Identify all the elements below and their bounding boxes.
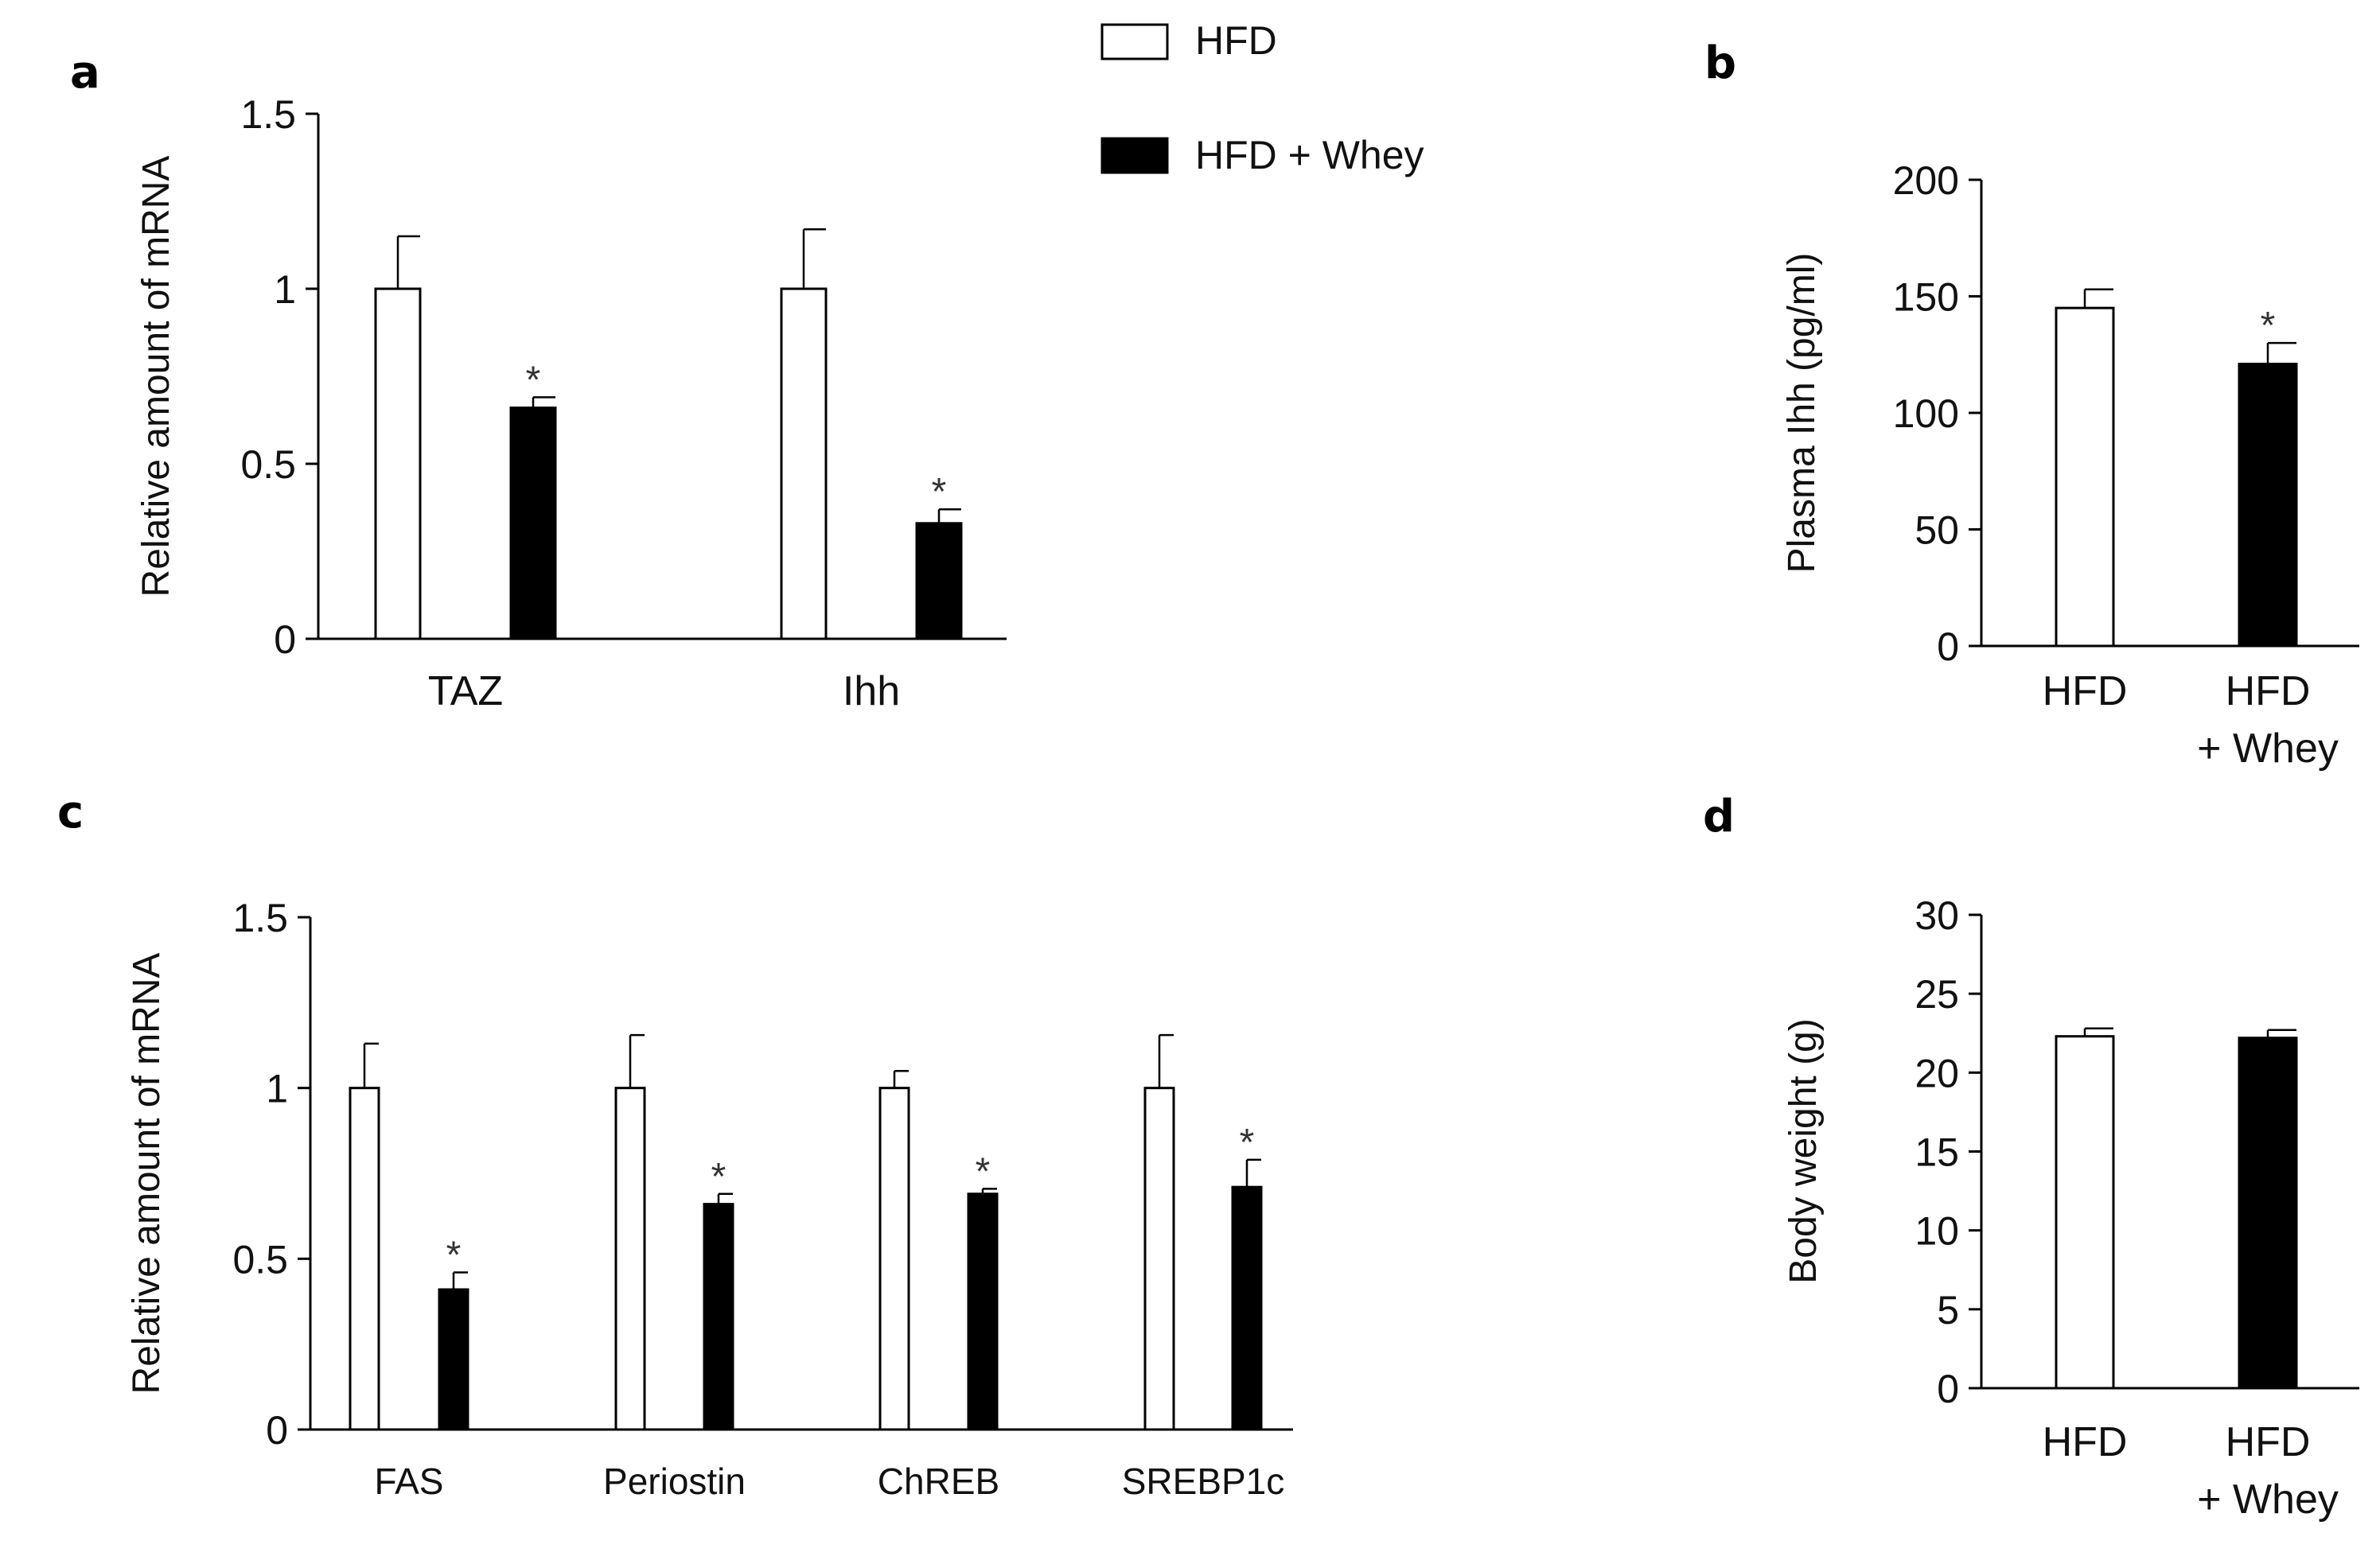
bar-hfd-whey [1231, 1185, 1263, 1431]
y-tick-label: 50 [1915, 508, 1959, 553]
x-category-label: FAS [375, 1461, 444, 1502]
y-tick-label: 200 [1893, 158, 1959, 203]
y-tick-label: 0 [274, 617, 296, 662]
bar-hfd [349, 1087, 380, 1431]
significance-star: * [932, 471, 947, 513]
x-category-label: HFD [2043, 1419, 2128, 1465]
bar-hfd [374, 287, 422, 640]
significance-star: * [446, 1235, 462, 1277]
y-axis-label: Body weight (g) [1782, 1018, 1825, 1284]
panel-a: a 0 0.5 1 1.5 Relative amount of mRNA * TAZ * Ih… [70, 47, 1007, 714]
significance-star: * [2261, 305, 2276, 347]
y-axis-label: Relative amount of mRNA [135, 156, 177, 597]
significance-star: * [526, 359, 541, 401]
x-category-label: SREBP1c [1122, 1461, 1285, 1502]
y-tick-label: 1 [274, 267, 296, 312]
x-category-label: + Whey [2197, 726, 2339, 772]
panel-d: d 0 5 10 15 20 25 30 Body weight (g) HFD HFD + Whe… [1703, 791, 2359, 1523]
y-tick-label: 150 [1893, 275, 1959, 320]
x-category-label: + Whey [2197, 1476, 2339, 1523]
significance-star: * [711, 1156, 726, 1198]
bar-hfd-whey [915, 522, 963, 640]
y-tick-label: 30 [1915, 893, 1959, 938]
y-tick-label: 0 [1937, 624, 1959, 669]
panel-c: c 0 0.5 1 1.5 Relative amount of mRNA * FAS * Pe… [57, 787, 1293, 1502]
panel-c-label: c [57, 787, 84, 838]
y-axis-label: Plasma Ihh (pg/ml) [1781, 253, 1823, 574]
bar-hfd-whey [509, 407, 557, 640]
y-tick-label: 15 [1915, 1130, 1959, 1175]
x-category-label: HFD [2043, 668, 2128, 714]
panel-b: b 0 50 100 150 200 Plasma Ihh (pg/ml) HFD * HFD +… [1704, 37, 2359, 772]
x-category-label: Periostin [603, 1461, 746, 1502]
y-tick-label: 100 [1893, 391, 1959, 436]
significance-star: * [976, 1150, 991, 1192]
x-category-label: Ihh [843, 668, 900, 714]
bar-hfd-whey [2238, 1037, 2298, 1390]
panel-b-label: b [1704, 37, 1736, 89]
x-category-label: HFD [2226, 668, 2311, 714]
y-tick-label: 25 [1915, 972, 1959, 1017]
y-tick-label: 1 [266, 1067, 288, 1111]
legend-label-hfd: HFD [1195, 18, 1277, 63]
bar-hfd [614, 1087, 646, 1431]
y-tick-label: 0.5 [240, 442, 296, 487]
significance-star: * [1240, 1122, 1255, 1164]
y-axis-label: Relative amount of mRNA [126, 953, 168, 1395]
bar-hfd [1143, 1087, 1175, 1431]
bar-hfd-whey [2238, 362, 2298, 648]
x-category-label: ChREB [878, 1461, 999, 1502]
bar-hfd [2055, 306, 2115, 648]
y-tick-label: 1.5 [240, 92, 296, 137]
panel-d-label: d [1703, 791, 1735, 842]
y-tick-label: 10 [1915, 1209, 1959, 1254]
y-tick-label: 20 [1915, 1051, 1959, 1095]
bar-hfd-whey [967, 1192, 999, 1431]
y-tick-label: 0 [1937, 1367, 1959, 1411]
bar-hfd [2055, 1035, 2115, 1390]
y-tick-label: 0 [266, 1408, 288, 1453]
legend-label-whey: HFD + Whey [1195, 133, 1424, 177]
y-tick-label: 5 [1937, 1288, 1959, 1332]
bar-hfd [878, 1087, 910, 1431]
x-category-label: TAZ [428, 668, 503, 714]
bar-hfd-whey [438, 1288, 469, 1431]
y-tick-label: 0.5 [232, 1237, 288, 1282]
legend-swatch-whey [1100, 137, 1169, 174]
bar-hfd-whey [703, 1203, 734, 1431]
y-tick-label: 1.5 [232, 896, 288, 940]
legend: HFD HFD + Whey [1100, 18, 1424, 177]
panel-a-label: a [70, 47, 100, 99]
legend-swatch-hfd [1100, 23, 1169, 60]
bar-hfd [780, 287, 828, 640]
x-category-label: HFD [2226, 1419, 2311, 1465]
